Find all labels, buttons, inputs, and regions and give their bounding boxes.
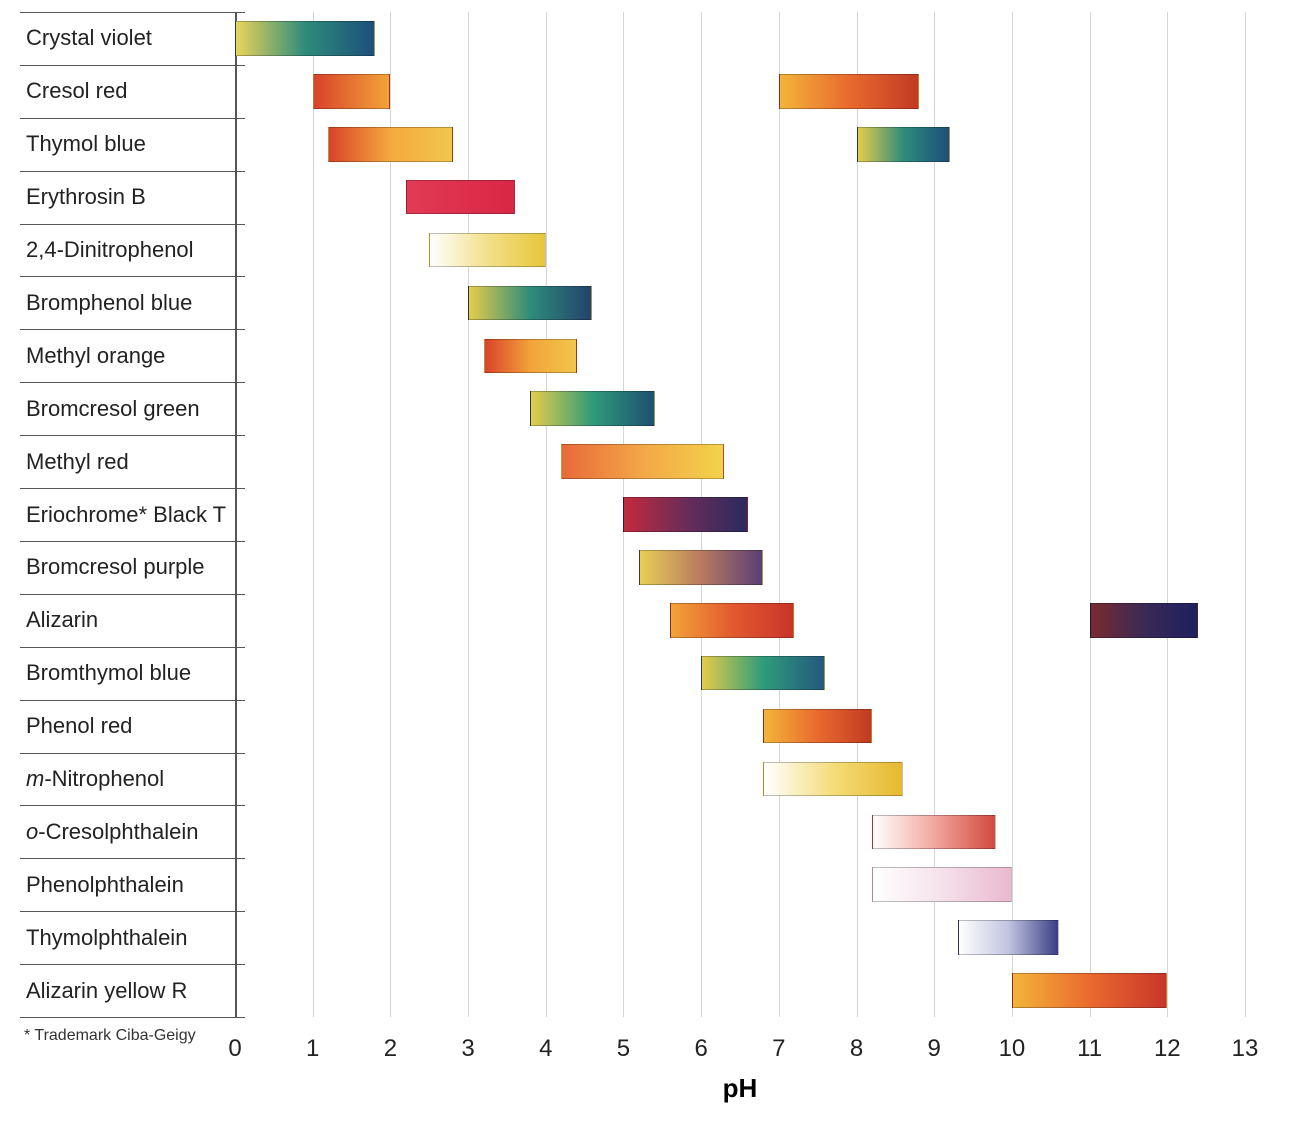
row-label-alizarin: Alizarin bbox=[26, 607, 246, 633]
row-divider bbox=[20, 541, 245, 542]
row-label-o-cresolphthalein: o-Cresolphthalein bbox=[26, 819, 246, 845]
bar-track-bromcresol-green bbox=[235, 391, 1245, 426]
bar-track-thymolphthalein bbox=[235, 920, 1245, 955]
xtick-label: 8 bbox=[850, 1035, 863, 1063]
bar-thymol-blue-0 bbox=[328, 127, 452, 162]
bar-track-phenol-red bbox=[235, 709, 1245, 744]
row-label-crystal-violet: Crystal violet bbox=[26, 25, 246, 51]
bar-bromphenol-blue-0 bbox=[468, 286, 592, 321]
row-label-thymol-blue: Thymol blue bbox=[26, 131, 246, 157]
bar-bromthymol-blue-0 bbox=[701, 656, 825, 691]
bar-track-m-nitrophenol bbox=[235, 762, 1245, 797]
row-divider bbox=[20, 858, 245, 859]
row-divider bbox=[20, 224, 245, 225]
xtick-label: 13 bbox=[1232, 1035, 1259, 1063]
bar-cresol-red-0 bbox=[313, 74, 391, 109]
row-label-thymolphthalein: Thymolphthalein bbox=[26, 925, 246, 951]
xtick-label: 0 bbox=[228, 1035, 241, 1063]
row-label-phenol-red: Phenol red bbox=[26, 713, 246, 739]
row-divider bbox=[20, 488, 245, 489]
row-label-2-4-dinitrophenol: 2,4-Dinitrophenol bbox=[26, 237, 246, 263]
xtick-label: 6 bbox=[694, 1035, 707, 1063]
bar-track-cresol-red bbox=[235, 74, 1245, 109]
row-label-methyl-red: Methyl red bbox=[26, 449, 246, 475]
bar-track-2-4-dinitrophenol bbox=[235, 233, 1245, 268]
row-divider bbox=[20, 171, 245, 172]
bar-track-crystal-violet bbox=[235, 21, 1245, 56]
row-label-methyl-orange: Methyl orange bbox=[26, 343, 246, 369]
bar-track-thymol-blue bbox=[235, 127, 1245, 162]
bar-thymolphthalein-0 bbox=[958, 920, 1059, 955]
bar-track-alizarin-yellow-r bbox=[235, 973, 1245, 1008]
bar-track-eriochrome-black-t bbox=[235, 497, 1245, 532]
row-divider bbox=[20, 805, 245, 806]
row-label-m-nitrophenol: m-Nitrophenol bbox=[26, 766, 246, 792]
xtick-label: 4 bbox=[539, 1035, 552, 1063]
bar-2-4-dinitrophenol-0 bbox=[429, 233, 546, 268]
bar-methyl-red-0 bbox=[561, 444, 724, 479]
row-divider bbox=[20, 65, 245, 66]
bar-cresol-red-1 bbox=[779, 74, 919, 109]
row-label-eriochrome-black-t: Eriochrome* Black T bbox=[26, 502, 246, 528]
row-divider bbox=[20, 964, 245, 965]
plot-area bbox=[235, 12, 1245, 1017]
row-label-phenolphthalein: Phenolphthalein bbox=[26, 872, 246, 898]
bar-alizarin-yellow-r-0 bbox=[1012, 973, 1167, 1008]
xtick-label: 10 bbox=[999, 1035, 1026, 1063]
row-label-cresol-red: Cresol red bbox=[26, 78, 246, 104]
xtick-label: 2 bbox=[384, 1035, 397, 1063]
xtick-label: 11 bbox=[1077, 1035, 1102, 1063]
bar-track-bromcresol-purple bbox=[235, 550, 1245, 585]
bar-track-methyl-orange bbox=[235, 339, 1245, 374]
xtick-label: 3 bbox=[461, 1035, 474, 1063]
row-divider bbox=[20, 647, 245, 648]
row-label-bromthymol-blue: Bromthymol blue bbox=[26, 660, 246, 686]
row-divider bbox=[20, 753, 245, 754]
bar-bromcresol-green-0 bbox=[530, 391, 654, 426]
row-divider bbox=[20, 12, 245, 13]
row-divider bbox=[20, 276, 245, 277]
row-divider bbox=[20, 594, 245, 595]
row-label-bromcresol-green: Bromcresol green bbox=[26, 396, 246, 422]
row-divider bbox=[20, 382, 245, 383]
xtick-label: 7 bbox=[772, 1035, 785, 1063]
bar-alizarin-1 bbox=[1090, 603, 1199, 638]
row-label-bromcresol-purple: Bromcresol purple bbox=[26, 554, 246, 580]
xtick-label: 12 bbox=[1154, 1035, 1181, 1063]
row-divider bbox=[20, 1017, 245, 1018]
x-axis-label: pH bbox=[723, 1073, 758, 1104]
bar-crystal-violet-0 bbox=[235, 21, 375, 56]
row-label-alizarin-yellow-r: Alizarin yellow R bbox=[26, 978, 246, 1004]
bar-track-bromphenol-blue bbox=[235, 286, 1245, 321]
ph-indicator-chart: 012345678910111213Crystal violetCresol r… bbox=[0, 0, 1300, 1137]
row-divider bbox=[20, 911, 245, 912]
bar-track-erythrosin-b bbox=[235, 180, 1245, 215]
bar-erythrosin-b-0 bbox=[406, 180, 515, 215]
bar-thymol-blue-1 bbox=[857, 127, 950, 162]
gridline bbox=[1245, 12, 1246, 1017]
bar-phenolphthalein-0 bbox=[872, 867, 1012, 902]
bar-eriochrome-black-t-0 bbox=[623, 497, 747, 532]
bar-track-bromthymol-blue bbox=[235, 656, 1245, 691]
bar-track-alizarin bbox=[235, 603, 1245, 638]
bar-m-nitrophenol-0 bbox=[763, 762, 903, 797]
bar-track-phenolphthalein bbox=[235, 867, 1245, 902]
row-divider bbox=[20, 329, 245, 330]
row-label-erythrosin-b: Erythrosin B bbox=[26, 184, 246, 210]
bar-methyl-orange-0 bbox=[484, 339, 577, 374]
row-divider bbox=[20, 700, 245, 701]
bar-bromcresol-purple-0 bbox=[639, 550, 763, 585]
bar-phenol-red-0 bbox=[763, 709, 872, 744]
row-divider bbox=[20, 118, 245, 119]
xtick-label: 1 bbox=[306, 1035, 319, 1063]
footnote: * Trademark Ciba-Geigy bbox=[24, 1027, 196, 1045]
bar-track-o-cresolphthalein bbox=[235, 815, 1245, 850]
row-divider bbox=[20, 435, 245, 436]
bar-o-cresolphthalein-0 bbox=[872, 815, 996, 850]
xtick-label: 5 bbox=[617, 1035, 630, 1063]
row-label-bromphenol-blue: Bromphenol blue bbox=[26, 290, 246, 316]
bar-alizarin-0 bbox=[670, 603, 794, 638]
xtick-label: 9 bbox=[928, 1035, 941, 1063]
bar-track-methyl-red bbox=[235, 444, 1245, 479]
